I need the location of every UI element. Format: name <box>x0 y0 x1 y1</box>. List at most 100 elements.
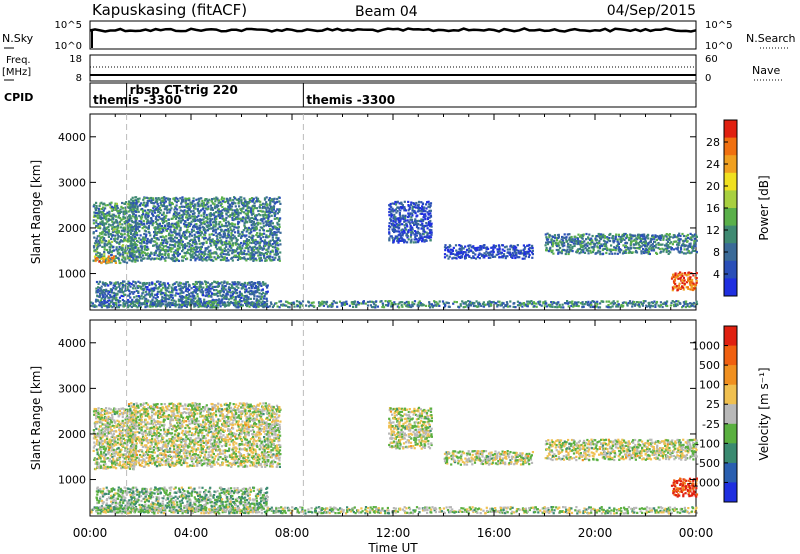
data-cell <box>194 297 197 300</box>
data-cell <box>687 278 690 281</box>
data-cell <box>173 244 176 248</box>
data-cell <box>205 288 208 291</box>
data-cell <box>483 256 486 259</box>
data-cell <box>209 252 212 255</box>
data-cell <box>244 291 247 294</box>
data-cell <box>130 253 133 256</box>
data-cell <box>215 298 218 302</box>
data-cell <box>603 235 606 238</box>
data-cell <box>587 237 590 240</box>
data-cell <box>206 301 209 305</box>
data-cell <box>234 197 237 200</box>
data-cell <box>327 305 331 308</box>
data-cell <box>382 306 386 309</box>
data-cell <box>182 211 185 214</box>
data-cell <box>407 200 410 203</box>
data-cell <box>255 298 258 301</box>
data-cell <box>205 240 208 243</box>
data-cell <box>132 213 135 216</box>
data-cell <box>230 234 233 237</box>
data-cell <box>246 201 249 204</box>
data-cell <box>179 292 182 295</box>
data-cell <box>388 207 391 211</box>
data-cell <box>181 205 185 208</box>
data-cell <box>478 249 481 252</box>
data-cell <box>267 217 270 220</box>
data-cell <box>247 296 250 299</box>
data-cell <box>205 220 208 223</box>
data-cell <box>227 234 230 237</box>
data-cell <box>162 213 165 216</box>
data-cell <box>198 205 201 208</box>
data-cell <box>194 253 197 256</box>
data-cell <box>154 232 157 235</box>
data-cell <box>207 253 210 256</box>
data-cell <box>92 205 95 208</box>
data-cell <box>257 209 260 213</box>
data-cell <box>143 287 146 290</box>
data-cell <box>591 240 594 243</box>
data-cell <box>216 256 220 259</box>
data-cell <box>257 288 260 292</box>
data-cell <box>319 304 322 307</box>
data-cell <box>233 249 236 252</box>
data-cell <box>392 217 395 220</box>
data-cell <box>155 257 158 260</box>
data-cell <box>278 306 281 309</box>
data-cell <box>154 217 157 221</box>
data-cell <box>202 218 205 221</box>
data-cell <box>278 200 281 203</box>
data-cell <box>468 249 471 252</box>
data-cell <box>229 199 232 202</box>
data-cell <box>247 247 250 250</box>
data-cell <box>201 259 204 262</box>
data-cell <box>422 230 425 233</box>
data-cell <box>394 224 397 227</box>
data-cell <box>625 242 629 245</box>
noise-left-tick-bottom: 10^0 <box>55 41 82 52</box>
data-cell <box>185 295 188 298</box>
data-cell <box>259 257 263 260</box>
data-cell <box>209 287 212 290</box>
data-cell <box>668 233 671 236</box>
data-cell <box>91 305 94 308</box>
data-cell <box>263 242 266 245</box>
data-cell <box>156 292 159 295</box>
data-cell <box>177 219 180 222</box>
data-cell <box>223 218 226 221</box>
data-cell <box>403 207 406 210</box>
data-cell <box>251 248 254 251</box>
data-cell <box>113 296 116 299</box>
data-cell <box>426 211 429 214</box>
data-cell <box>249 232 252 235</box>
noise-left-tick-top: 10^5 <box>55 20 82 31</box>
data-cell <box>609 248 612 251</box>
data-cell <box>645 245 649 248</box>
data-cell <box>173 208 176 211</box>
data-cell <box>114 234 117 237</box>
data-cell <box>445 246 448 249</box>
data-cell <box>95 201 98 204</box>
data-cell <box>395 217 398 220</box>
data-cell <box>236 247 239 251</box>
data-cell <box>126 224 129 227</box>
data-cell <box>98 214 101 217</box>
data-cell <box>141 203 144 206</box>
data-cell <box>192 283 195 286</box>
data-cell <box>627 251 630 254</box>
data-cell <box>400 304 403 307</box>
data-cell <box>597 249 600 252</box>
data-cell <box>226 229 229 232</box>
data-cell <box>270 303 273 306</box>
data-cell <box>148 199 151 202</box>
data-cell <box>679 273 682 277</box>
data-cell <box>222 217 225 220</box>
data-cell <box>422 228 425 231</box>
data-cell <box>568 246 571 249</box>
data-cell <box>268 215 271 218</box>
data-cell <box>223 281 226 284</box>
data-cell <box>418 232 422 236</box>
data-cell <box>103 246 106 249</box>
data-cell <box>181 198 184 201</box>
data-cell <box>198 302 202 306</box>
